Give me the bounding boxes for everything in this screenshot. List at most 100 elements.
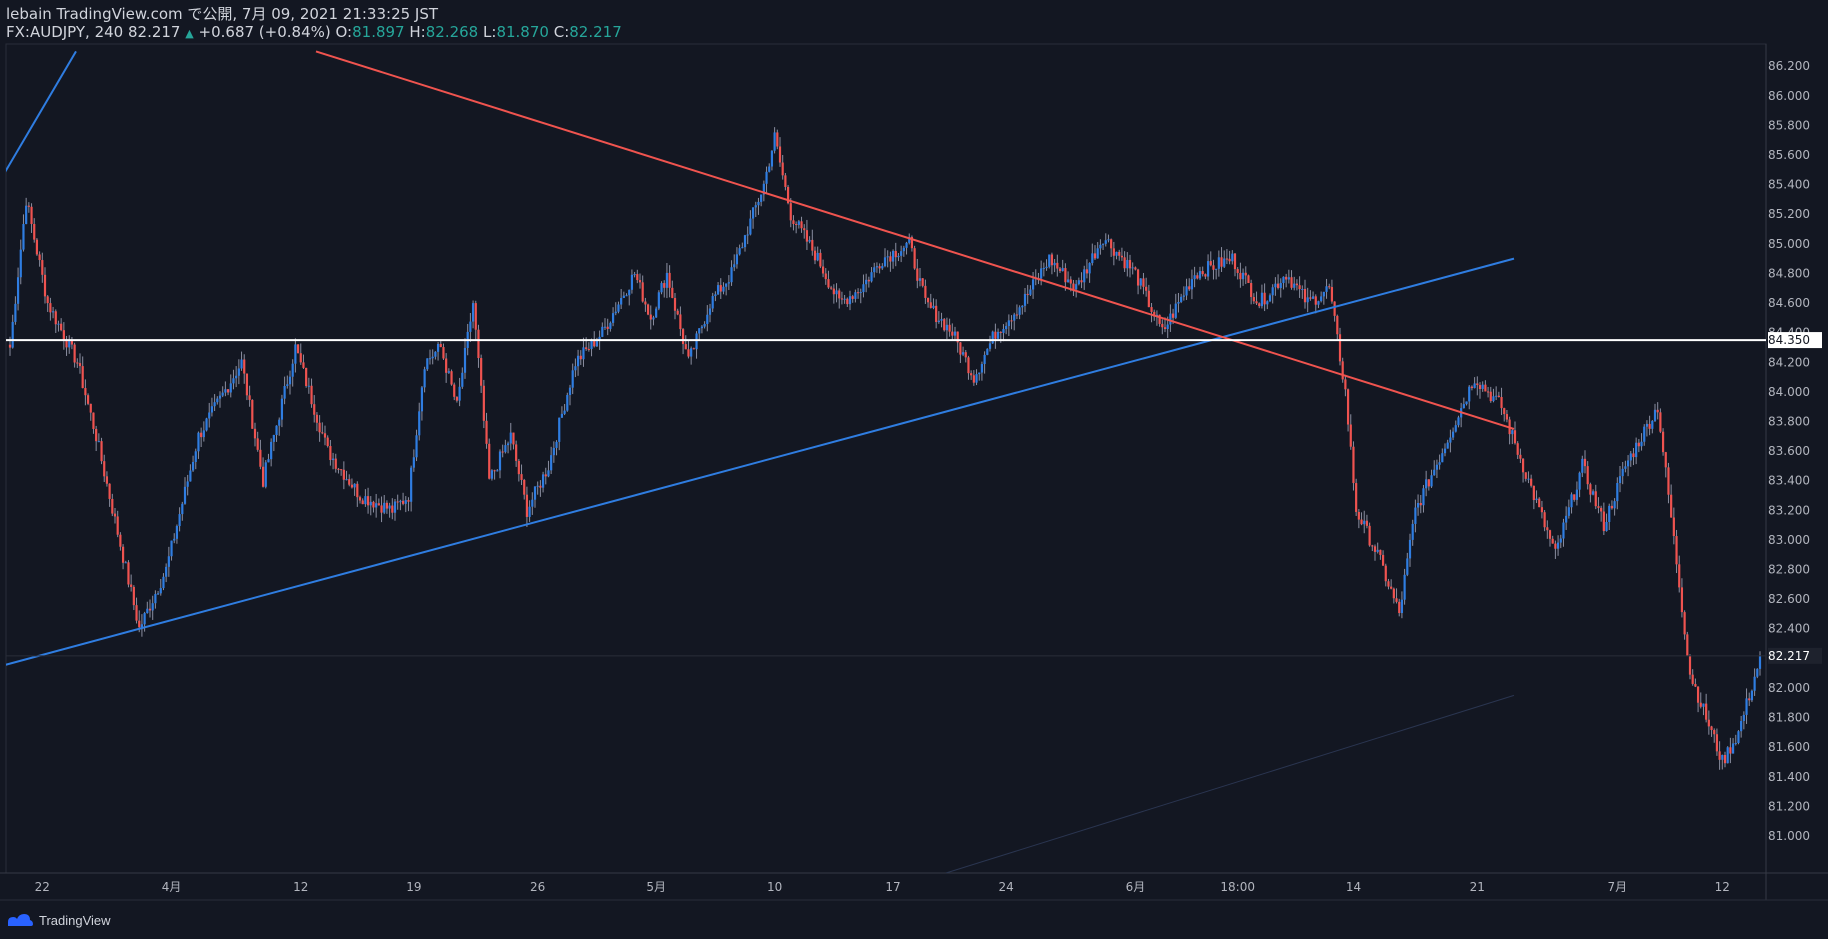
candle-up	[283, 386, 286, 399]
candle-up	[716, 285, 720, 295]
candle-up	[264, 462, 267, 487]
candle-down	[1610, 505, 1614, 509]
candle-up	[908, 237, 911, 243]
candle-up	[576, 355, 580, 367]
candle-up	[754, 205, 757, 208]
candle-down	[119, 534, 122, 547]
candle-up	[399, 500, 402, 503]
tradingview-brand[interactable]: TradingView	[6, 910, 111, 930]
candle-down	[1390, 586, 1393, 589]
candle-up	[708, 308, 712, 315]
candle-down	[523, 479, 526, 495]
candle-up	[1629, 453, 1632, 461]
candle-down	[943, 319, 946, 331]
candle-up	[458, 386, 461, 401]
candle-up	[1406, 558, 1409, 575]
candle-up	[961, 352, 965, 355]
blue-trendline[interactable]	[2, 50, 77, 177]
candle-down	[1134, 267, 1137, 270]
candle-up	[1198, 271, 1202, 279]
candle-down	[76, 362, 79, 364]
candle-down	[1349, 424, 1352, 447]
level-price-label: 84.350	[1768, 333, 1810, 347]
candle-up	[1449, 437, 1452, 443]
candle-down	[1201, 271, 1204, 275]
candle-down	[226, 389, 230, 393]
candle-up	[875, 266, 879, 268]
candle-down	[1153, 311, 1156, 317]
candle-down	[692, 348, 695, 350]
blue-trendline[interactable]	[945, 694, 1515, 873]
candle-down	[1392, 588, 1395, 599]
candle-up	[345, 479, 348, 481]
candle-up	[1005, 326, 1008, 330]
y-tick-label: 85.400	[1768, 178, 1810, 192]
candle-down	[116, 516, 119, 535]
candle-down	[1236, 269, 1239, 273]
y-tick-label: 86.000	[1768, 89, 1810, 103]
candle-down	[1142, 278, 1145, 287]
candle-up	[270, 441, 273, 460]
candle-up	[434, 351, 437, 357]
candle-down	[1381, 554, 1385, 566]
candle-up	[154, 593, 157, 604]
candle-down	[840, 298, 844, 300]
candle-down	[113, 513, 117, 517]
candle-down	[1705, 703, 1708, 720]
candle-down	[1680, 587, 1684, 613]
candle-down	[1632, 453, 1635, 458]
candle-up	[1048, 254, 1051, 267]
symbol-ohlc-line: FX:AUDJPY, 240 82.217 ▲ +0.687 (+0.84%) …	[6, 23, 622, 43]
candle-down	[396, 501, 399, 503]
candle-up	[1430, 475, 1433, 487]
candle-up	[541, 474, 545, 488]
candle-up	[1002, 329, 1005, 333]
candle-up	[1411, 523, 1414, 540]
candle-up	[447, 371, 450, 373]
candle-up	[294, 344, 297, 364]
candle-up	[1745, 698, 1748, 715]
candle-up	[528, 506, 531, 517]
candle-down	[1209, 261, 1212, 266]
candle-up	[16, 277, 20, 304]
candle-down	[259, 449, 262, 467]
candle-down	[719, 285, 722, 292]
candle-up	[1274, 283, 1277, 288]
candle-down	[1686, 634, 1689, 656]
candle-down	[1602, 511, 1605, 532]
candle-up	[601, 326, 604, 337]
candle-up	[574, 366, 577, 371]
blue-trendline[interactable]	[2, 257, 1515, 666]
candle-up	[140, 624, 144, 628]
candle-up	[208, 412, 211, 419]
candle-down	[676, 310, 679, 315]
candle-up	[1193, 275, 1196, 280]
candle-down	[1748, 698, 1751, 701]
candle-up	[1578, 472, 1581, 490]
candle-up	[568, 387, 572, 396]
candle-up	[620, 297, 623, 305]
candle-up	[1101, 243, 1105, 245]
candle-up	[1462, 404, 1465, 409]
candle-up	[760, 194, 763, 202]
red-trendline[interactable]	[315, 50, 1515, 430]
candle-down	[1573, 494, 1576, 500]
candle-up	[552, 447, 555, 456]
candle-down	[1489, 391, 1492, 402]
candle-up	[1177, 301, 1180, 304]
candle-down	[27, 205, 30, 207]
candle-up	[205, 418, 208, 431]
candle-down	[684, 344, 687, 350]
candle-up	[1031, 279, 1035, 290]
candle-up	[431, 356, 434, 359]
candle-down	[313, 404, 316, 415]
last-price-tag	[1768, 647, 1822, 664]
symbol-label[interactable]: FX:AUDJPY, 240 82.217	[6, 23, 181, 41]
candle-down	[43, 274, 47, 297]
candle-up	[757, 201, 760, 206]
candle-down	[453, 384, 456, 397]
candle-down	[305, 367, 308, 387]
candle-up	[1457, 417, 1460, 426]
candle-up	[240, 359, 243, 369]
